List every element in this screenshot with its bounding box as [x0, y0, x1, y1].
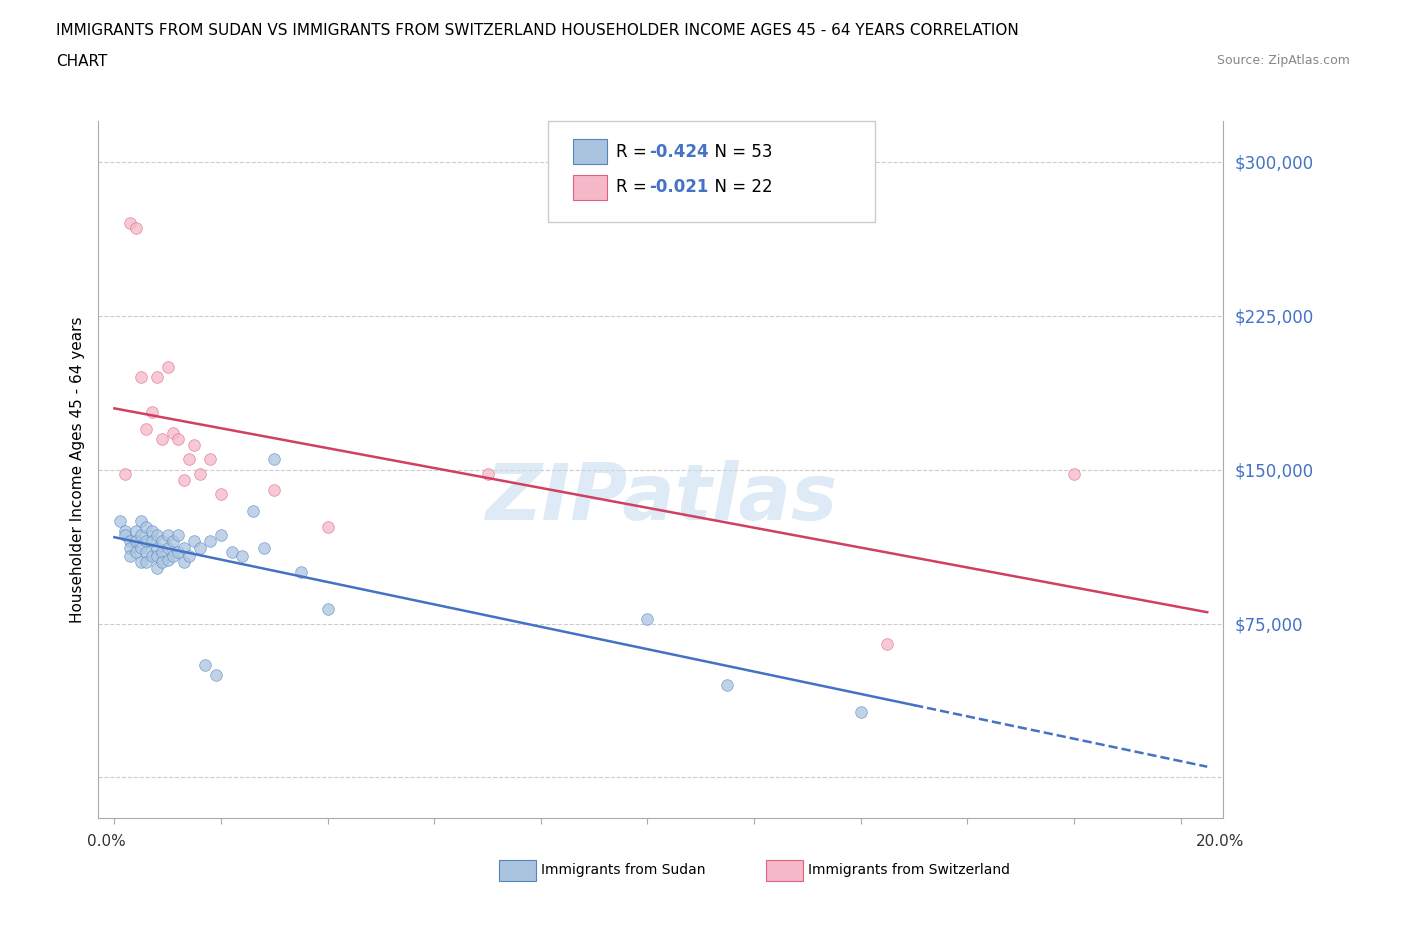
Point [108, 513, 131, 528]
Point [177, 452, 200, 467]
Point [156, 360, 179, 375]
Point [114, 528, 136, 543]
Point [156, 552, 179, 567]
Point [156, 528, 179, 543]
Point [125, 544, 148, 559]
FancyBboxPatch shape [574, 139, 607, 164]
Point [849, 704, 872, 719]
Point [263, 483, 285, 498]
Point [204, 668, 226, 683]
Point [209, 486, 232, 501]
Point [141, 549, 163, 564]
Point [316, 520, 339, 535]
Point [637, 612, 659, 627]
Y-axis label: Householder Income Ages 45 - 64 years: Householder Income Ages 45 - 64 years [69, 316, 84, 623]
Point [135, 520, 157, 535]
Point [876, 637, 898, 652]
Point [141, 534, 163, 549]
FancyBboxPatch shape [548, 121, 875, 222]
Point [162, 549, 184, 564]
Point [173, 540, 195, 555]
Point [188, 466, 211, 481]
Point [129, 513, 152, 528]
Point [231, 549, 253, 564]
FancyBboxPatch shape [574, 175, 607, 200]
Text: Immigrants from Switzerland: Immigrants from Switzerland [808, 863, 1011, 878]
Point [150, 432, 173, 446]
Point [177, 549, 200, 564]
Point [173, 554, 195, 569]
Point [716, 678, 738, 693]
Point [263, 452, 285, 467]
Point [129, 528, 152, 543]
Text: N = 53: N = 53 [703, 142, 772, 161]
Point [120, 549, 142, 564]
Point [141, 405, 163, 419]
Point [135, 554, 157, 569]
Point [129, 554, 152, 569]
Point [253, 540, 276, 555]
Point [188, 540, 211, 555]
Point [120, 534, 142, 549]
Point [135, 544, 157, 559]
Point [221, 544, 243, 559]
Point [156, 540, 179, 555]
Point [162, 425, 184, 440]
Point [316, 602, 339, 617]
Point [129, 370, 152, 385]
Point [290, 565, 312, 579]
Text: Source: ZipAtlas.com: Source: ZipAtlas.com [1216, 54, 1350, 67]
Point [150, 534, 173, 549]
Point [200, 452, 222, 467]
Text: ZIPatlas: ZIPatlas [485, 459, 837, 536]
Point [242, 503, 264, 518]
Point [125, 524, 148, 538]
Text: -0.021: -0.021 [650, 179, 709, 196]
Text: R =: R = [616, 142, 652, 161]
Point [150, 554, 173, 569]
Point [477, 466, 499, 481]
Point [194, 658, 217, 672]
Point [209, 528, 232, 543]
Text: CHART: CHART [56, 54, 108, 69]
Point [120, 540, 142, 555]
Text: R =: R = [616, 179, 652, 196]
Point [146, 561, 169, 576]
Text: Immigrants from Sudan: Immigrants from Sudan [541, 863, 706, 878]
Point [120, 216, 142, 231]
Text: IMMIGRANTS FROM SUDAN VS IMMIGRANTS FROM SWITZERLAND HOUSEHOLDER INCOME AGES 45 : IMMIGRANTS FROM SUDAN VS IMMIGRANTS FROM… [56, 23, 1019, 38]
Point [150, 544, 173, 559]
Point [125, 534, 148, 549]
Point [135, 534, 157, 549]
Point [129, 540, 152, 555]
Point [200, 534, 222, 549]
Text: N = 22: N = 22 [703, 179, 772, 196]
Text: -0.424: -0.424 [650, 142, 709, 161]
Point [183, 534, 205, 549]
Point [167, 544, 190, 559]
Point [183, 438, 205, 453]
Point [1063, 466, 1085, 481]
Text: 20.0%: 20.0% [1197, 834, 1244, 849]
Point [114, 524, 136, 538]
Point [125, 220, 148, 235]
Point [173, 472, 195, 487]
Point [146, 528, 169, 543]
Point [135, 421, 157, 436]
Point [146, 370, 169, 385]
Point [167, 528, 190, 543]
Point [162, 534, 184, 549]
Point [167, 432, 190, 446]
Point [141, 524, 163, 538]
Point [146, 549, 169, 564]
Text: 0.0%: 0.0% [87, 834, 127, 849]
Point [114, 466, 136, 481]
Point [146, 540, 169, 555]
